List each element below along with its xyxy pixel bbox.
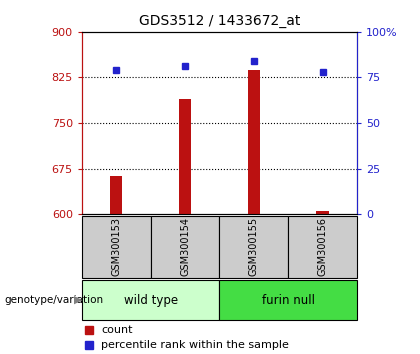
Text: count: count: [101, 325, 133, 335]
Text: wild type: wild type: [123, 293, 178, 307]
Text: GSM300154: GSM300154: [180, 217, 190, 276]
Text: GSM300153: GSM300153: [111, 217, 121, 276]
Text: percentile rank within the sample: percentile rank within the sample: [101, 341, 289, 350]
Text: GSM300155: GSM300155: [249, 217, 259, 276]
Bar: [82, 280, 220, 320]
Title: GDS3512 / 1433672_at: GDS3512 / 1433672_at: [139, 14, 300, 28]
Bar: [316, 211, 329, 214]
Text: genotype/variation: genotype/variation: [4, 295, 103, 305]
Bar: [248, 69, 260, 214]
Bar: [151, 216, 220, 278]
Bar: [82, 216, 151, 278]
Text: GSM300156: GSM300156: [318, 217, 328, 276]
Bar: [110, 176, 123, 214]
Text: furin null: furin null: [262, 293, 315, 307]
Text: ▶: ▶: [74, 295, 82, 305]
Bar: [179, 99, 191, 214]
Bar: [288, 216, 357, 278]
Bar: [220, 280, 357, 320]
Bar: [220, 216, 288, 278]
